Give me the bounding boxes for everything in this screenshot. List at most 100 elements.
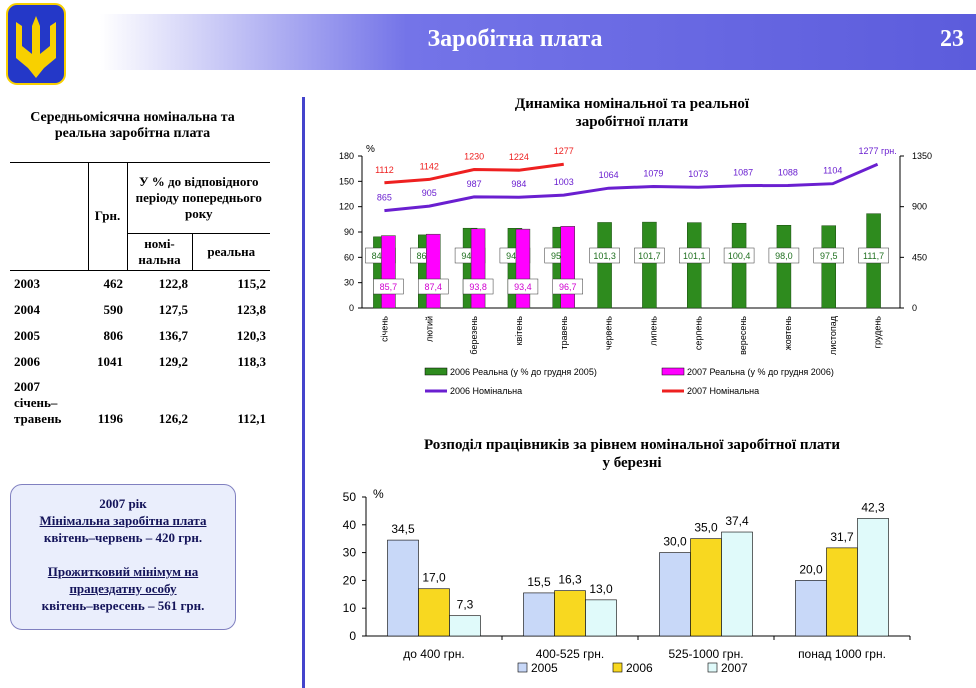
- y2-tick-label: 450: [912, 252, 927, 262]
- label-box: [507, 278, 539, 295]
- bar: [642, 221, 657, 309]
- bar: [470, 228, 486, 309]
- bar: [795, 580, 827, 637]
- value-label: 84,3: [372, 251, 390, 261]
- table-cell: 120,3: [236, 327, 266, 343]
- wage-table: Грн. У % до відповідного періоду попередн…: [10, 162, 270, 429]
- value-label: 1073: [688, 169, 708, 179]
- value-label: 96,7: [559, 282, 577, 292]
- note-line: квітень–вересень – 561 грн.: [41, 598, 205, 613]
- value-label: 85,7: [380, 282, 398, 292]
- x-tick-label: до 400 грн.: [403, 647, 464, 661]
- chart-title: Динаміка номінальної та реальної: [515, 96, 750, 112]
- label-box: [410, 247, 441, 264]
- table-cell: 123,8: [236, 301, 266, 317]
- value-label: 1230: [464, 152, 484, 162]
- coat-of-arms: [6, 3, 66, 85]
- table-cell: 1041: [97, 353, 123, 369]
- y-tick-label: 0: [349, 629, 356, 643]
- value-label: 93,8: [469, 282, 487, 292]
- bar: [515, 228, 531, 309]
- header-cell: реальна: [191, 232, 270, 270]
- value-label: 1087: [733, 168, 753, 178]
- value-label: 87,4: [424, 282, 442, 292]
- value-label: 93,4: [514, 282, 532, 292]
- bar: [523, 592, 555, 637]
- x-tick-label: січень: [379, 316, 389, 342]
- label-box: [499, 247, 531, 264]
- label-box: [462, 278, 494, 295]
- table-cell: 127,5: [158, 301, 188, 317]
- value-label: 94,4: [506, 251, 524, 261]
- table-cell: 1196: [97, 410, 123, 426]
- value-label: 111,7: [863, 251, 884, 261]
- value-label: 1003: [554, 177, 574, 187]
- y-tick-label: 180: [339, 151, 354, 161]
- bar: [857, 518, 889, 637]
- value-label: 1064: [599, 170, 619, 180]
- value-label: 1277 грн.: [858, 146, 896, 156]
- table-row: 2003 462 122,8 115,2: [10, 270, 270, 297]
- legend-label: 2005: [531, 661, 558, 675]
- label-box: [544, 247, 575, 264]
- legend-swatch: [612, 662, 623, 673]
- bar: [426, 233, 441, 309]
- value-label: 1277: [554, 146, 574, 156]
- x-tick-label: травень: [559, 316, 569, 350]
- bar: [585, 599, 617, 637]
- table-cell: 122,8: [158, 275, 188, 291]
- bar: [687, 222, 702, 309]
- x-tick-label: 400-525 грн.: [536, 647, 604, 661]
- legend-label: 2006: [626, 661, 653, 675]
- bar: [554, 590, 586, 637]
- table-cell: 806: [103, 327, 124, 343]
- value-label: 30,0: [663, 535, 687, 549]
- value-label: 1142: [420, 161, 439, 171]
- value-label: 905: [422, 188, 437, 198]
- y2-tick-label: 0: [912, 303, 917, 313]
- chart-title: у березні: [602, 455, 661, 471]
- bar: [690, 538, 722, 637]
- value-label: 101,3: [593, 251, 616, 261]
- label-box: [768, 247, 800, 264]
- bar: [387, 539, 419, 637]
- y-tick-label: 0: [349, 303, 354, 313]
- value-label: 13,0: [589, 582, 613, 596]
- y-tick-label: 10: [343, 601, 357, 615]
- label-box: [813, 247, 844, 264]
- table-row: 2006 1041 129,2 118,3: [10, 349, 270, 375]
- table-cell: 136,7: [158, 327, 188, 343]
- legend-swatch: [661, 367, 685, 376]
- table-cell: 112,1: [237, 410, 266, 426]
- value-label: 101,7: [638, 251, 661, 261]
- value-label: 984: [511, 179, 526, 189]
- x-tick-label: листопад: [828, 315, 838, 355]
- value-label: 1104: [823, 166, 842, 176]
- info-box: 2007 рік Мінімальна заробітна плата квіт…: [10, 484, 236, 630]
- value-label: 16,3: [558, 573, 582, 587]
- y-tick-label: 20: [343, 573, 357, 587]
- bar: [560, 226, 575, 309]
- x-tick-label: березень: [469, 316, 479, 355]
- header-cell: номі-нальна: [126, 232, 192, 270]
- bar: [659, 552, 691, 637]
- table-cell: 115,2: [237, 275, 266, 291]
- value-label: 86,6: [416, 251, 434, 261]
- bar: [507, 228, 523, 309]
- legend-label: 2007 Реальна (у % до грудня 2006): [687, 367, 834, 377]
- y2-tick-label: 1350: [912, 151, 932, 161]
- label-box: [858, 247, 889, 264]
- label-box: [365, 247, 396, 264]
- bar: [721, 531, 753, 637]
- table-cell: 126,2: [158, 410, 188, 426]
- x-tick-label: квітень: [514, 316, 524, 346]
- legend-label: 2007: [721, 661, 748, 675]
- y-tick-label: 30: [343, 546, 357, 560]
- table-row: 2007 січень–травень 1196 126,2 112,1: [10, 375, 270, 429]
- bar: [449, 615, 481, 637]
- table-cell: 2007 січень–травень: [14, 378, 62, 426]
- label-box: [454, 247, 486, 264]
- bar: [597, 222, 612, 309]
- value-label: 20,0: [799, 562, 823, 576]
- x-tick-label: червень: [604, 316, 614, 350]
